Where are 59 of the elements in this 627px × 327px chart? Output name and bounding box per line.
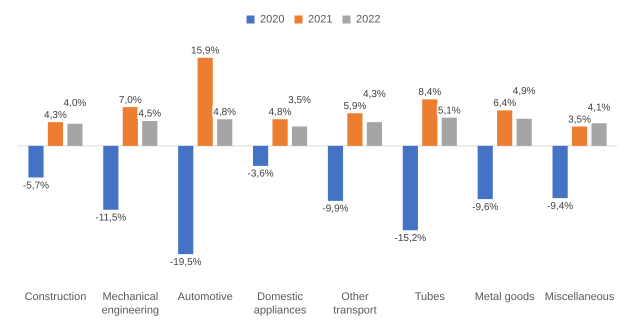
bar (178, 146, 194, 254)
bar (67, 124, 82, 146)
bar (142, 120, 158, 146)
data-label: -3,6% (248, 168, 274, 180)
data-label: 3,5% (288, 95, 312, 106)
bar (198, 58, 213, 146)
data-label: -15,2% (394, 232, 426, 244)
data-label: 5,9% (344, 100, 366, 112)
data-label: -9,9% (322, 204, 349, 215)
bar (28, 146, 44, 178)
x-tick-label: Other transport (333, 291, 377, 316)
bar (122, 107, 138, 146)
data-label: 4,8% (268, 107, 292, 118)
x-tick-label: Mechanical engineering (102, 291, 160, 316)
data-label: 4,3% (363, 88, 386, 100)
x-tick-label: Domestic appliances (254, 291, 307, 316)
bar (516, 118, 532, 146)
legend-label: 2022 (356, 14, 380, 26)
bar (552, 146, 568, 198)
bar (591, 123, 607, 146)
bar (497, 110, 512, 146)
data-label: -9,6% (472, 202, 498, 213)
bar (478, 146, 493, 200)
legend-label: 2020 (260, 14, 285, 26)
x-tick-label: Metal goods (474, 291, 536, 304)
bar (328, 146, 344, 201)
bar (366, 122, 382, 146)
data-label: 15,9% (191, 45, 220, 56)
bar (402, 146, 418, 230)
bar (48, 122, 64, 146)
data-label: 4,8% (213, 107, 236, 118)
x-tick-label: Construction (24, 291, 86, 304)
data-label: -9,4% (547, 200, 574, 212)
data-label: -11,5% (95, 212, 126, 224)
data-label: 6,4% (493, 98, 516, 110)
data-label: 3,5% (568, 114, 592, 126)
bar (253, 146, 268, 166)
bar (422, 99, 438, 146)
data-label: 4,0% (64, 98, 86, 109)
bar (217, 119, 232, 146)
bar (272, 119, 288, 146)
data-label: 4,5% (138, 108, 162, 120)
bar (442, 118, 457, 146)
x-tick-label: Miscellaneous (544, 291, 615, 304)
bar (292, 126, 308, 146)
data-label: 4,9% (512, 86, 536, 98)
data-label: 4,1% (588, 102, 611, 114)
data-label: -19,5% (170, 256, 202, 268)
bar (572, 126, 588, 146)
x-tick-label: Automotive (178, 291, 233, 304)
data-label: -5,7% (22, 180, 50, 192)
data-label: 5,1% (438, 105, 461, 116)
legend-label: 2021 (308, 14, 332, 26)
bar (347, 113, 363, 146)
bar (103, 146, 118, 210)
data-label: 8,4% (418, 87, 442, 98)
data-label: 7,0% (118, 94, 142, 106)
x-tick-label: Tubes (414, 291, 446, 304)
data-label: 4,3% (44, 110, 67, 121)
